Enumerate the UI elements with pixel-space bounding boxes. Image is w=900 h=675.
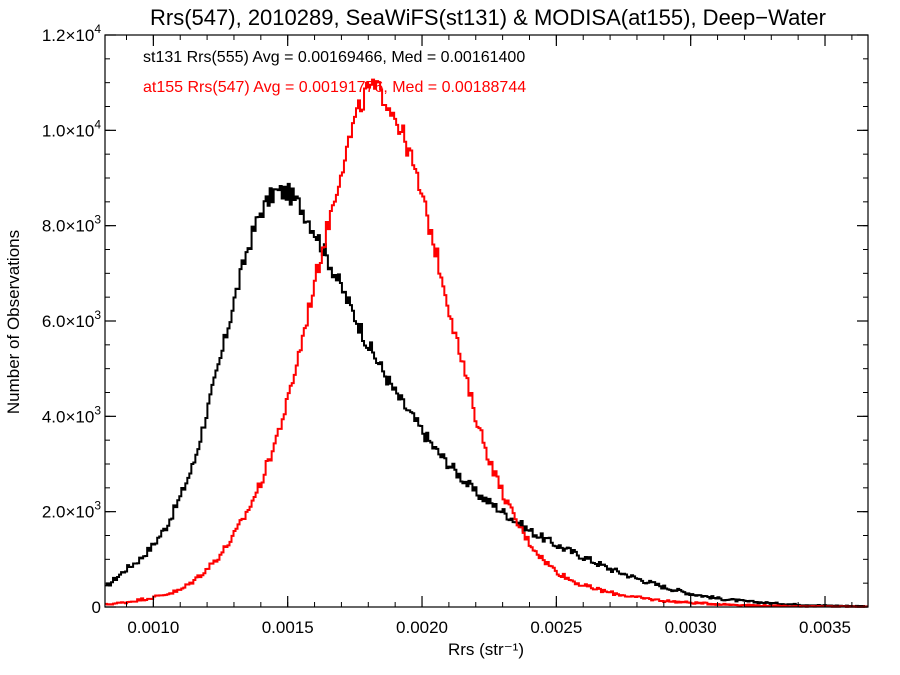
annotation-st131: st131 Rrs(555) Avg = 0.00169466, Med = 0… [143,49,525,66]
x-tick-label: 0.0035 [799,618,851,637]
y-tick-label: 4.0×103 [42,403,101,426]
series-layer [105,78,868,608]
x-tick-label: 0.0030 [665,618,717,637]
y-tick-label: 1.0×104 [42,117,101,140]
y-tick-label: 6.0×103 [42,308,101,331]
plot-frame [104,34,869,608]
chart-title: Rrs(547), 2010289, SeaWiFS(st131) & MODI… [150,5,826,30]
y-tick-label: 0 [92,598,101,617]
x-tick-label: 0.0015 [262,618,314,637]
x-axis-label: Rrs (str⁻¹) [448,640,524,659]
x-tick-label: 0.0025 [530,618,582,637]
annotation-at155: at155 Rrs(547) Avg = 0.00191776, Med = 0… [143,79,526,96]
x-tick-label: 0.0010 [127,618,179,637]
x-tick-label: 0.0020 [396,618,448,637]
series-at155-line [105,78,868,608]
ticks-layer: 0.0010 0.0015 0.0020 0.0025 0.0030 0.0035 0 2.0… [42,22,868,637]
y-tick-label: 8.0×103 [42,213,101,236]
series-st131-line [105,182,868,608]
y-axis-label: Number of Observations [4,230,23,414]
y-tick-label: 1.2×104 [42,22,101,45]
y-tick-label: 2.0×103 [42,499,101,522]
